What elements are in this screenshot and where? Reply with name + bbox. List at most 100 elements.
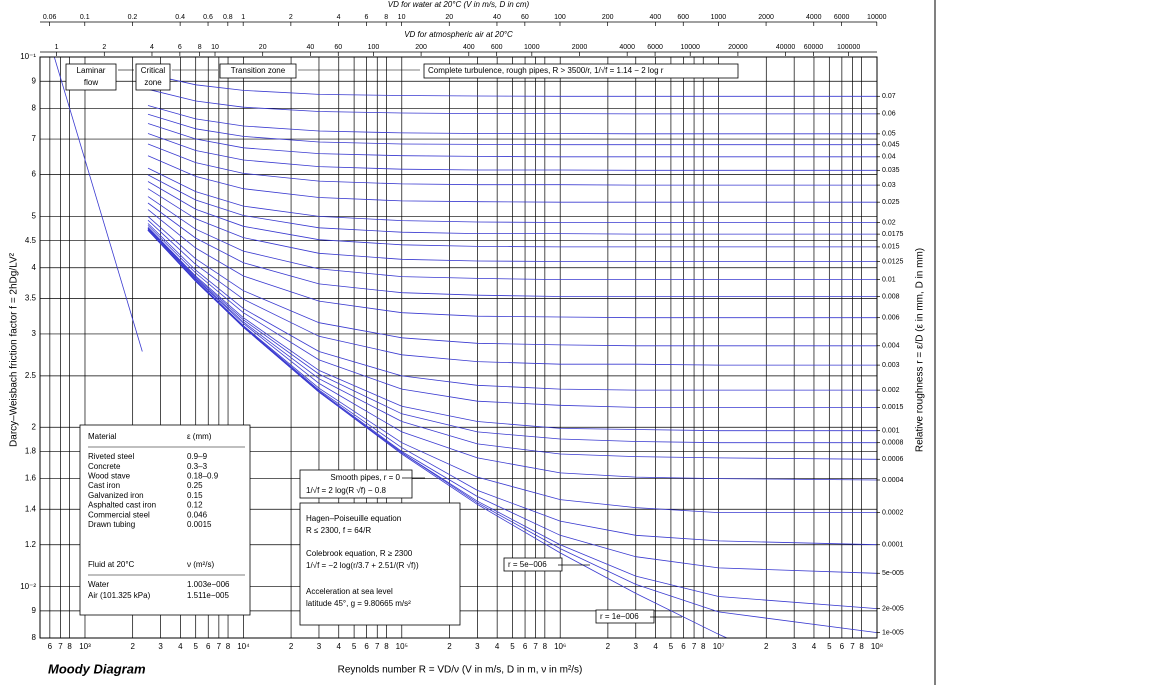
roughness-label: 2e-005: [882, 605, 904, 612]
x-tick-label: 2: [447, 642, 452, 651]
top-tick-label: 200: [602, 14, 614, 21]
zone-label: Transition zone: [231, 66, 286, 75]
top-tick-label: 4: [150, 44, 154, 51]
roughness-label: 0.0125: [882, 258, 904, 265]
top-tick-label: 2000: [758, 14, 774, 21]
top-tick-label: 10: [398, 14, 406, 21]
table-header: ε (mm): [187, 432, 212, 441]
roughness-curve: [147, 216, 877, 347]
y-tick-label: 8: [32, 633, 37, 642]
zone-label: Critical: [141, 66, 166, 75]
table-cell: 1.003e−006: [187, 580, 230, 589]
x-tick-label: 2: [289, 642, 294, 651]
roughness-label: 0.01: [882, 276, 896, 283]
roughness-curve: [147, 188, 877, 262]
top-tick-label: 10000: [680, 44, 700, 51]
x-tick-label: 3: [634, 642, 639, 651]
note: latitude 45°, g = 9.80665 m/s²: [306, 599, 411, 608]
material-table: Material ε (mm) Riveted steel 0.9–9 Concre…: [79, 424, 251, 616]
roughness-label: 0.04: [882, 154, 896, 161]
roughness-curve: [147, 229, 877, 513]
x-tick-label: 7: [850, 642, 855, 651]
y-tick-label: 5: [32, 212, 37, 221]
note: Hagen–Poiseuille equation: [306, 514, 401, 523]
table-cell: Drawn tubing: [88, 520, 135, 529]
note-box: [595, 609, 655, 624]
top-tick-label: 0.2: [128, 14, 138, 21]
top-tick-label: 60: [521, 14, 529, 21]
table-header: ν (m²/s): [187, 560, 214, 569]
x-tick-label: 8: [384, 642, 389, 651]
top-tick-label: 6000: [834, 14, 850, 21]
table-cell: 0.12: [187, 501, 203, 510]
x-tick-label: 6: [364, 642, 369, 651]
x-tick-label: 10⁷: [713, 642, 725, 651]
y-tick-label: 1.4: [25, 504, 37, 513]
chart-title: Moody Diagram: [48, 661, 146, 676]
roughness-label: 0.05: [882, 131, 896, 138]
roughness-curve: [147, 143, 877, 186]
x-tick-label: 10⁴: [237, 642, 250, 651]
top-tick-label: 8: [198, 44, 202, 51]
table-cell: Water: [88, 580, 109, 589]
top-tick-label: 4: [337, 14, 341, 21]
top-tick-label: 100: [554, 14, 566, 21]
roughness-label: 0.03: [882, 182, 896, 189]
top-tick-label: 1: [55, 44, 59, 51]
roughness-label: 0.02: [882, 219, 896, 226]
x-tick-label: 10⁵: [396, 642, 408, 651]
x-tick-label: 3: [317, 642, 322, 651]
roughness-curve: [147, 225, 877, 408]
x-tick-label: 4: [337, 642, 342, 651]
top-tick-label: 2: [102, 44, 106, 51]
zone-box: [219, 63, 297, 79]
y-tick-label: 10⁻¹: [20, 52, 36, 61]
top-tick-label: 6000: [647, 44, 663, 51]
roughness-curve: [147, 227, 877, 432]
table-cell: 1.511e−005: [187, 591, 229, 600]
y-tick-label: 1.6: [25, 474, 37, 483]
x-tick-label: 7: [692, 642, 697, 651]
y-tick-label: 3: [32, 329, 37, 338]
zone-label: flow: [84, 78, 98, 87]
roughness-label: 5e-005: [882, 570, 904, 577]
x-tick-label: 8: [67, 642, 72, 651]
x-tick-label: 4: [495, 642, 500, 651]
note: r = 1e−006: [600, 612, 639, 621]
note: 1/√f = −2 log(r/3.7 + 2.51/(R √f)): [306, 561, 419, 570]
y-tick-label: 1.8: [25, 447, 37, 456]
x-tick-label: 10³: [79, 642, 91, 651]
roughness-curve: [147, 228, 877, 481]
top-tick-label: 0.6: [203, 14, 213, 21]
roughness-label: 0.003: [882, 362, 900, 369]
top-tick-label: 6: [364, 14, 368, 21]
axes: 10⁻¹987654.543.532.521.81.61.41.210⁻²986…: [20, 0, 904, 651]
zone-label: zone: [144, 78, 162, 87]
note: Smooth pipes, r = 0: [330, 473, 400, 482]
table-cell: Riveted steel: [88, 452, 134, 461]
top-tick-label: 4000: [619, 44, 635, 51]
roughness-curve: [147, 174, 877, 235]
roughness-label: 0.006: [882, 315, 900, 322]
y2-axis-title: Relative roughness r = ε/D (ε in mm, D i…: [915, 248, 926, 452]
top-tick-label: 100: [368, 44, 380, 51]
top-axis-title: VD for atmospheric air at 20°C: [404, 30, 513, 39]
equations: Smooth pipes, r = 0 1/√f = 2 log(R √f) −…: [299, 469, 682, 626]
roughness-curve: [147, 227, 877, 444]
roughness-curve: [147, 105, 877, 135]
y-tick-label: 3.5: [25, 294, 37, 303]
top-tick-label: 0.1: [80, 14, 90, 21]
table-cell: Concrete: [88, 462, 121, 471]
roughness-label: 0.0001: [882, 542, 904, 549]
roughness-label: 0.0008: [882, 440, 904, 447]
x-tick-label: 3: [792, 642, 797, 651]
top-tick-label: 0.4: [175, 14, 185, 21]
x-tick-label: 2: [764, 642, 769, 651]
x-tick-label: 7: [533, 642, 538, 651]
roughness-label: 0.008: [882, 293, 900, 300]
top-tick-label: 60: [334, 44, 342, 51]
y-tick-label: 1.2: [25, 540, 37, 549]
x-tick-label: 3: [158, 642, 163, 651]
note: R ≤ 2300, f = 64/R: [306, 526, 371, 535]
zone-box: [135, 63, 171, 91]
